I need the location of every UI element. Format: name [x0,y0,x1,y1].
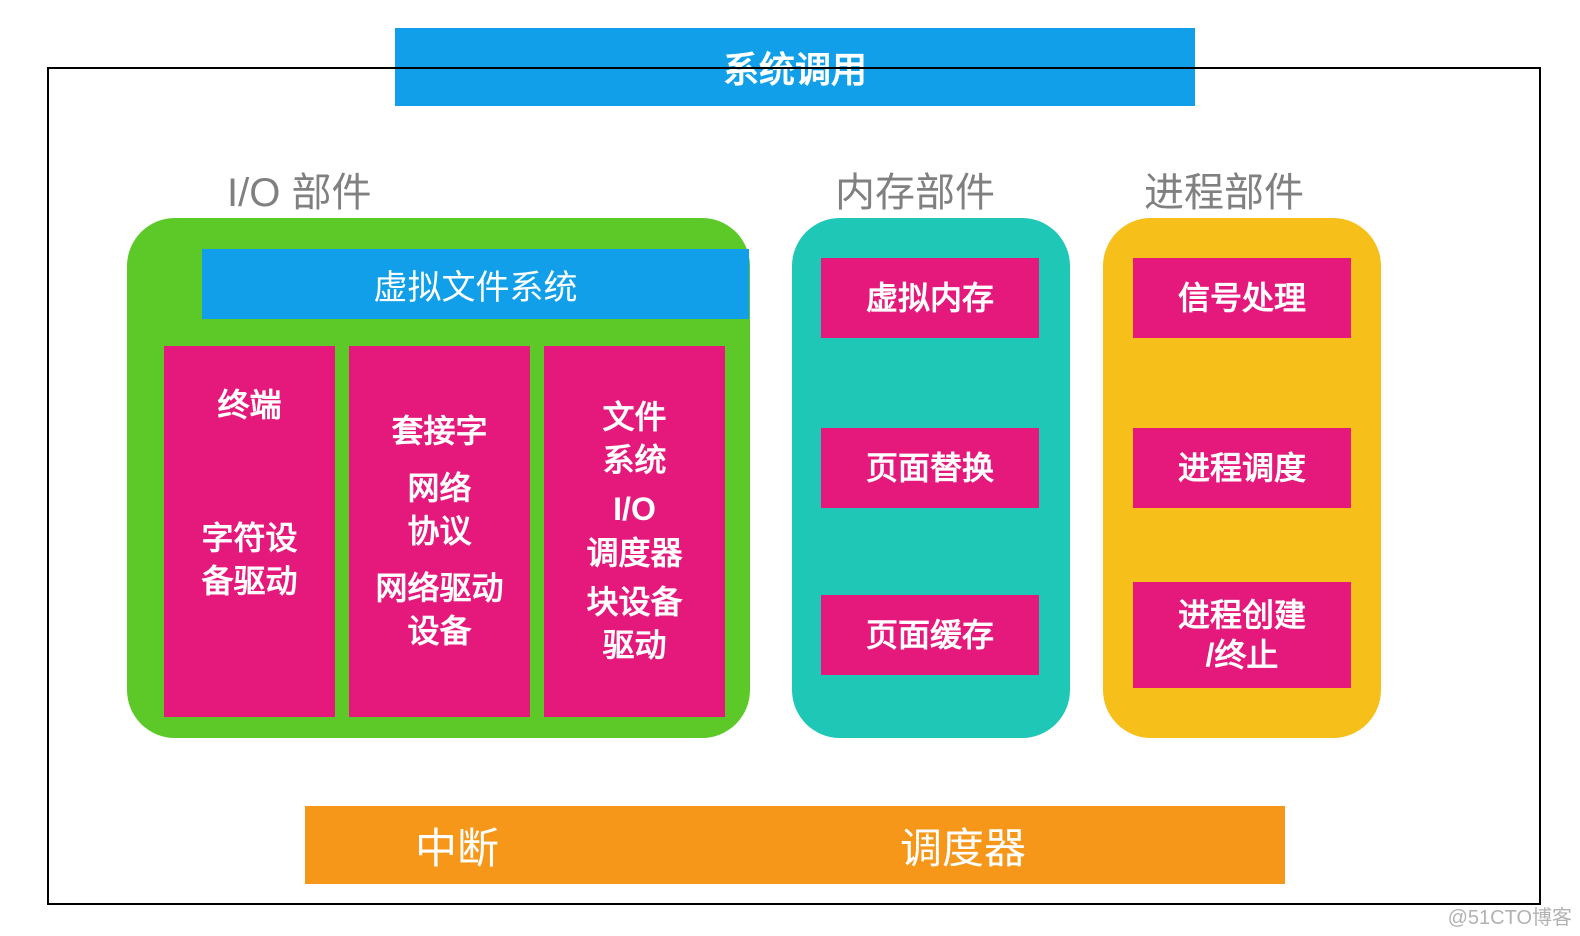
box-io-fs: 文件 系统 I/O 调度器 块设备 驱动 [544,346,725,717]
text-net-driver: 网络驱动 设备 [375,567,503,653]
text-socket: 套接字 [391,410,487,453]
box-vfs: 虚拟文件系统 [202,249,749,319]
text-terminal: 终端 [217,384,281,427]
box-page-replace: 页面替换 [821,428,1039,508]
footer-interrupt-scheduler: 中断 调度器 [305,806,1285,884]
text-char-driver: 字符设 备驱动 [201,517,297,603]
box-io-socket: 套接字 网络 协议 网络驱动 设备 [349,346,530,717]
label-io: I/O 部件 [227,160,371,218]
box-virtual-memory: 虚拟内存 [821,258,1039,338]
label-process: 进程部件 [1144,160,1304,218]
label-memory: 内存部件 [835,160,995,218]
box-io-terminal: 终端 字符设 备驱动 [164,346,335,717]
text-interrupt: 中断 [415,815,499,876]
box-proc-create: 进程创建 /终止 [1133,582,1351,688]
text-net-proto: 网络 协议 [407,467,471,553]
watermark: @51CTO博客 [1448,901,1572,930]
text-scheduler: 调度器 [900,815,1026,876]
box-proc-sched: 进程调度 [1133,428,1351,508]
box-signal: 信号处理 [1133,258,1351,338]
box-page-cache: 页面缓存 [821,595,1039,675]
text-io-sched: I/O 调度器 [586,488,682,574]
text-block-driver: 块设备 驱动 [586,581,682,667]
text-fs: 文件 系统 [602,396,666,482]
